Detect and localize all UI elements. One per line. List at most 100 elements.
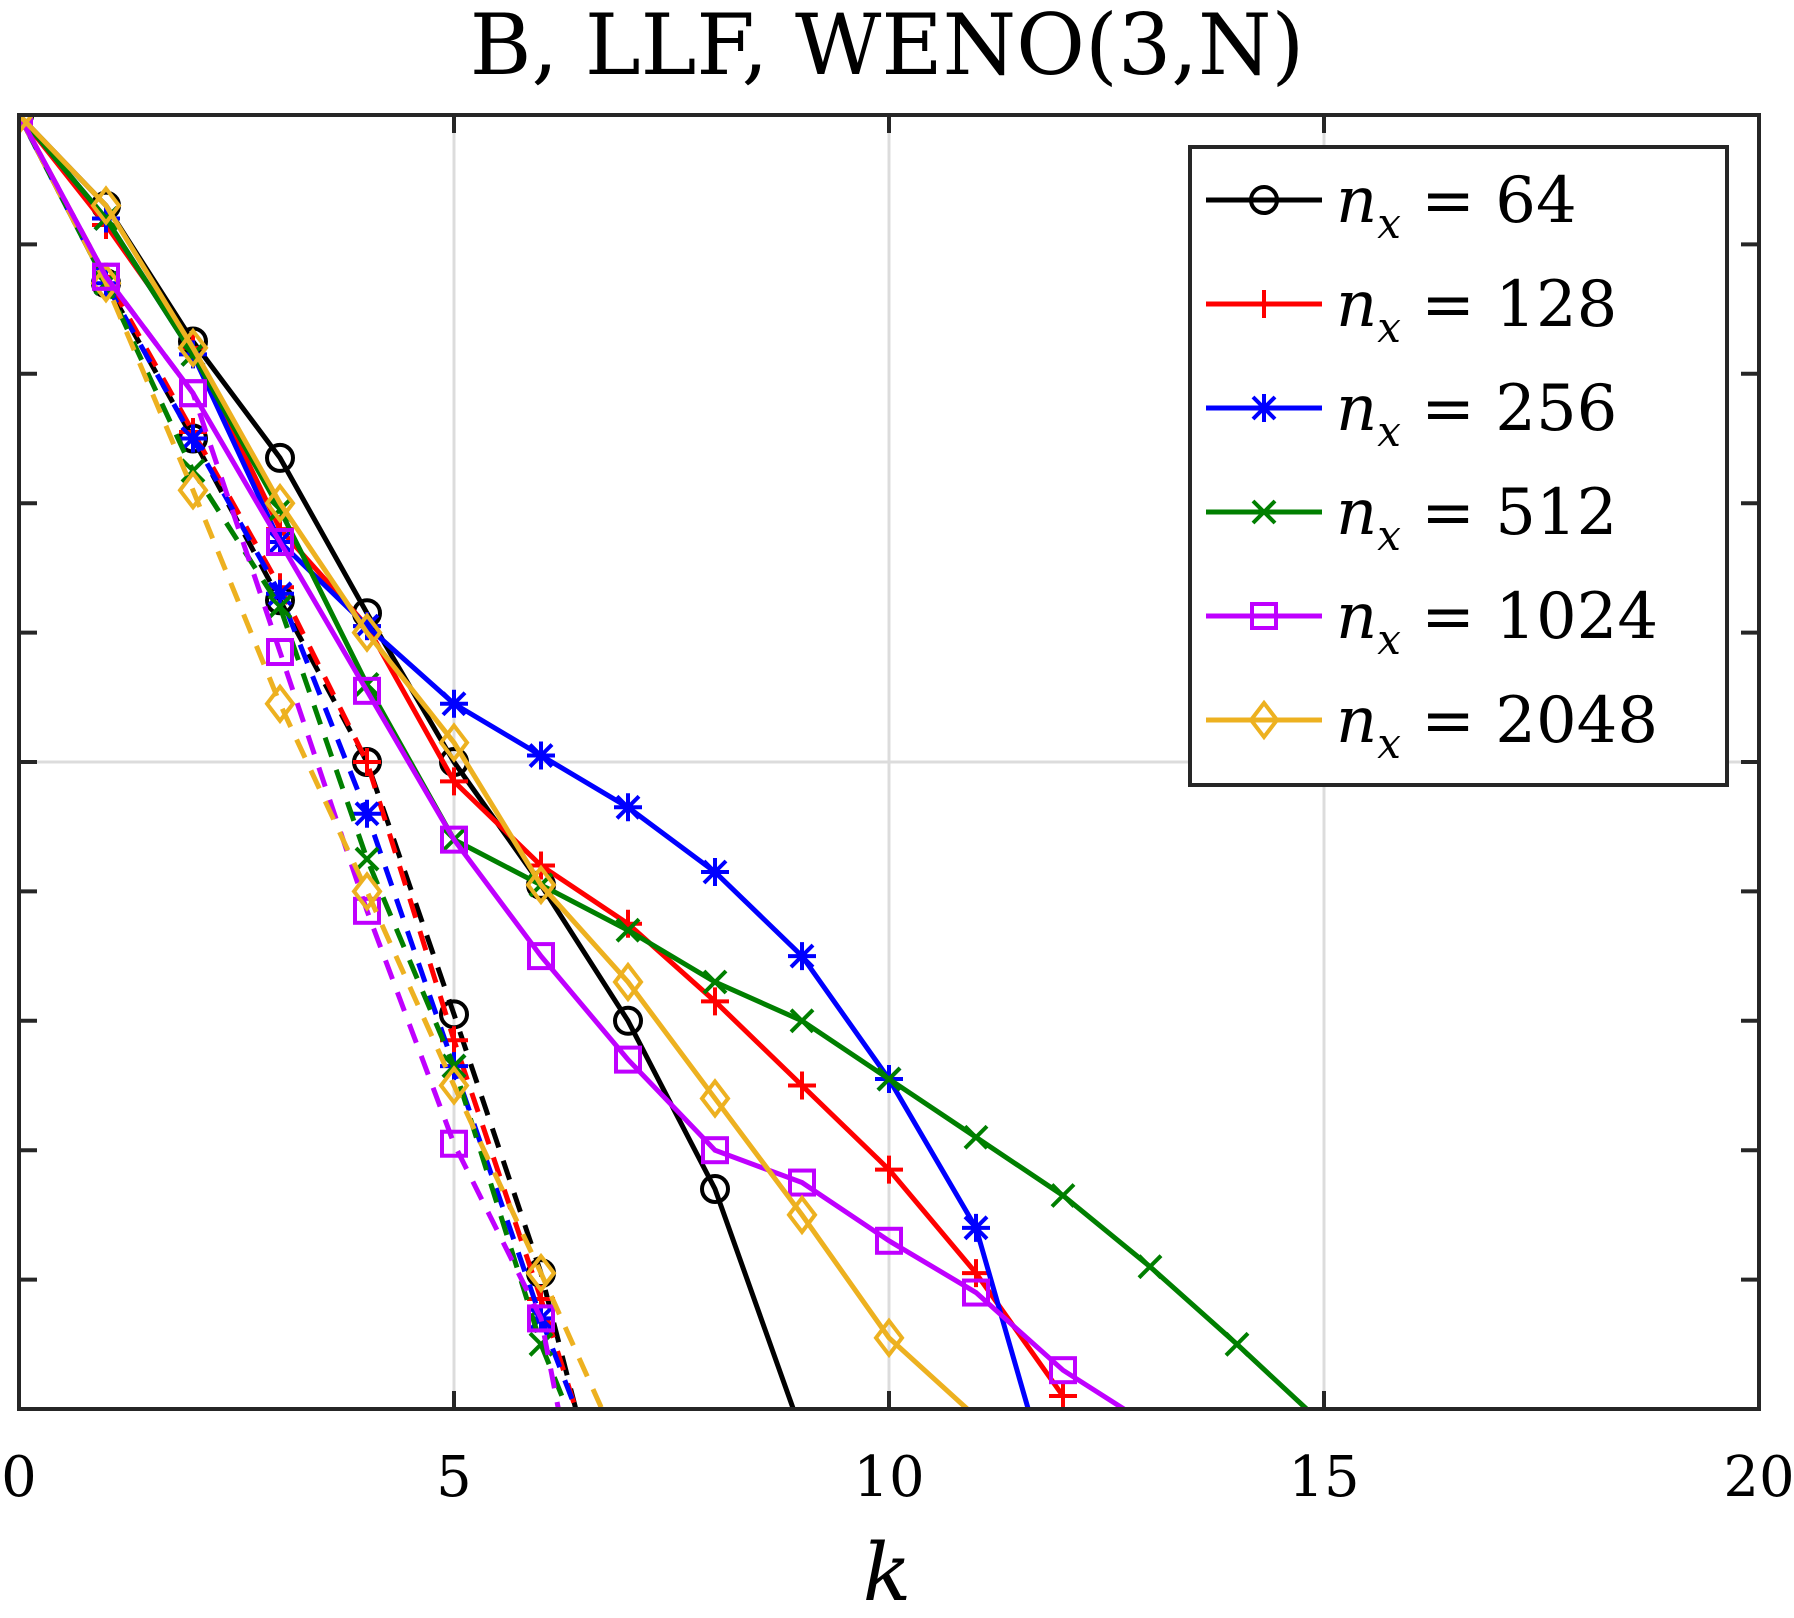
data-point — [440, 825, 468, 854]
legend-marker — [1248, 699, 1280, 741]
dashed-data-point — [267, 594, 293, 620]
dashed-series-line — [19, 115, 579, 1409]
legend-entry: nx = 512 — [1206, 476, 1617, 560]
data-point — [1049, 1356, 1077, 1385]
legend-label: nx = 2048 — [1336, 684, 1658, 768]
axis-ticks: 0 5 10 15 20 — [1, 113, 1794, 1510]
dashed-data-point — [440, 1129, 468, 1158]
dashed-data-point — [353, 799, 381, 828]
data-point — [438, 722, 470, 763]
data-point — [92, 262, 120, 291]
dashed-series-line — [19, 115, 579, 1409]
data-point — [962, 1213, 990, 1242]
data-point — [353, 676, 381, 705]
data-point — [873, 1317, 905, 1359]
dashed-data-point — [353, 748, 381, 776]
data-point — [525, 864, 557, 906]
data-point — [702, 969, 728, 995]
legend-entry: nx = 128 — [1206, 268, 1617, 352]
data-point — [788, 1071, 816, 1100]
dashed-data-point — [90, 262, 122, 304]
legend-label: nx = 64 — [1336, 164, 1577, 248]
dashed-data-point — [525, 1252, 557, 1294]
legend-marker — [1250, 602, 1278, 630]
data-point — [700, 1174, 730, 1205]
series-4 — [19, 115, 1126, 1409]
dashed-series-4 — [19, 115, 561, 1409]
data-point — [1050, 1183, 1076, 1208]
data-point — [614, 793, 642, 822]
dashed-data-point — [266, 579, 294, 608]
dashed-data-point — [264, 683, 296, 725]
data-point — [351, 612, 383, 653]
data-point — [353, 612, 381, 641]
legend-marker — [1251, 499, 1277, 525]
legend-entry: nx = 256 — [1206, 372, 1617, 456]
data-point — [875, 1226, 903, 1255]
x-tick-label: 0 — [1, 1445, 37, 1510]
data-point — [527, 741, 555, 770]
data-point — [613, 1005, 643, 1036]
data-point — [615, 917, 641, 943]
x-tick-label: 10 — [853, 1445, 924, 1510]
data-point — [789, 1008, 815, 1034]
data-point — [440, 689, 468, 718]
data-point — [701, 987, 729, 1016]
dashed-data-point — [266, 638, 294, 667]
data-point — [264, 482, 296, 524]
legend-entry: nx = 2048 — [1206, 684, 1658, 768]
dashed-data-point — [354, 846, 380, 872]
legend-box — [1188, 145, 1729, 787]
legend: nx = 64 nx = 128 nx = 256 nx = 512 nx = 1024… — [1188, 145, 1729, 787]
data-point — [788, 1168, 816, 1197]
dashed-data-point — [527, 1304, 555, 1333]
dashed-data-point — [179, 424, 207, 453]
data-point — [788, 942, 816, 971]
legend-entry: nx = 1024 — [1206, 580, 1658, 664]
legend-marker — [1249, 185, 1279, 215]
data-point — [962, 1278, 990, 1307]
data-point — [875, 1155, 903, 1184]
data-point — [527, 942, 555, 971]
data-point — [701, 1136, 729, 1165]
data-point — [876, 1066, 902, 1092]
legend-label: nx = 128 — [1336, 268, 1617, 352]
data-point — [1224, 1331, 1250, 1357]
dashed-series-line — [19, 115, 605, 1409]
data-point — [701, 857, 729, 886]
data-point — [440, 767, 468, 796]
x-tick-label: 20 — [1723, 1445, 1794, 1510]
series-3 — [19, 115, 1309, 1409]
data-point — [266, 528, 294, 557]
series-5 — [19, 115, 969, 1409]
dashed-data-point — [351, 871, 383, 912]
x-tick-label: 5 — [436, 1445, 472, 1510]
data-point — [177, 327, 209, 369]
series-line — [19, 115, 969, 1409]
legend-label: nx = 512 — [1336, 476, 1617, 560]
data-point — [786, 1194, 818, 1236]
series-line — [19, 115, 1309, 1409]
legend-label: nx = 1024 — [1336, 580, 1658, 664]
data-point — [179, 379, 207, 408]
plot-area — [19, 115, 1309, 1409]
chart-title: B, LLF, WENO(3,N) — [470, 0, 1305, 94]
data-point — [1049, 1382, 1077, 1409]
data-point — [699, 1078, 731, 1119]
legend-entry: nx = 64 — [1206, 164, 1577, 248]
data-point — [90, 185, 122, 226]
series-line — [19, 115, 1126, 1409]
dashed-series-3 — [19, 115, 570, 1409]
data-point — [614, 1045, 642, 1074]
dashed-data-point — [177, 469, 209, 511]
dashed-series-5 — [19, 115, 605, 1409]
data-point — [612, 961, 644, 1003]
dashed-data-point — [353, 896, 381, 925]
dashed-data-point — [438, 1065, 470, 1106]
legend-marker — [1250, 290, 1278, 318]
data-point — [963, 1124, 989, 1150]
legend-label: nx = 256 — [1336, 372, 1617, 456]
dashed-series-line — [19, 115, 561, 1409]
data-point — [1137, 1254, 1163, 1280]
